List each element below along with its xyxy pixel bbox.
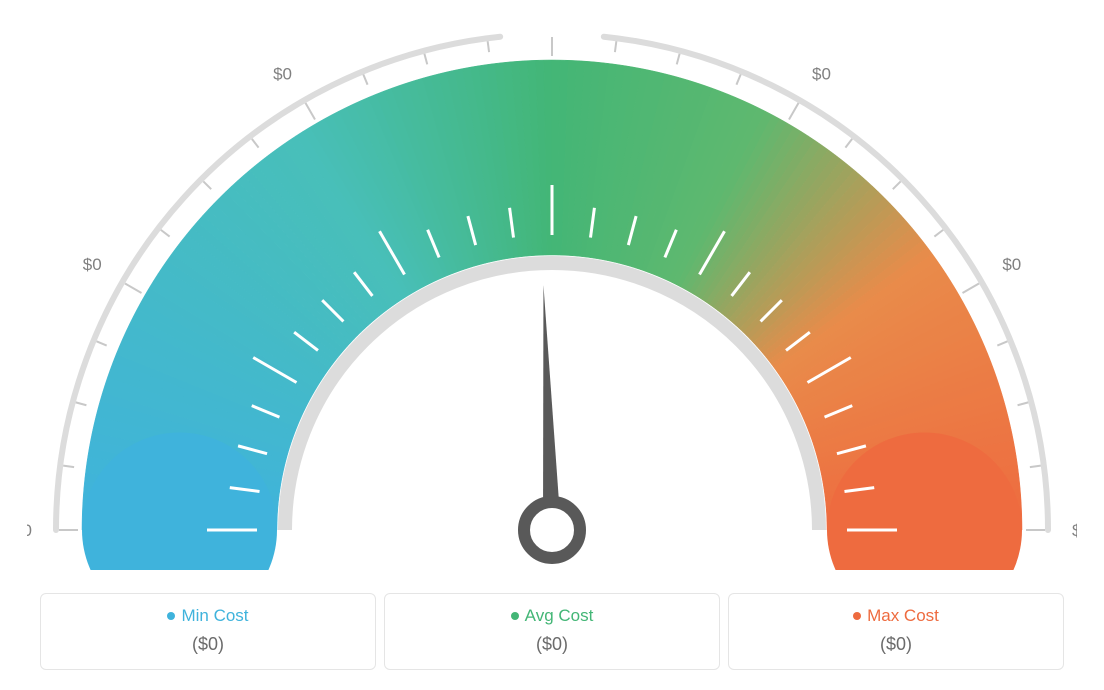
legend-label-min: Min Cost [181,606,248,626]
legend-label-row: Min Cost [57,606,359,626]
legend-dot-avg [511,612,519,620]
gauge-tick-label: $0 [27,521,32,540]
legend-card-min: Min Cost ($0) [40,593,376,670]
gauge-tick-label: $0 [273,65,292,84]
legend-label-row: Max Cost [745,606,1047,626]
legend-dot-max [853,612,861,620]
legend-label-max: Max Cost [867,606,939,626]
legend-value-avg: ($0) [401,634,703,655]
legend-dot-min [167,612,175,620]
gauge-chart: $0$0$0$0$0$0$0 [27,10,1077,550]
gauge-tick-label: $0 [83,255,102,274]
gauge-tick-label: $0 [812,65,831,84]
gauge-tick-label: $0 [1072,521,1077,540]
legend-value-max: ($0) [745,634,1047,655]
legend-label-row: Avg Cost [401,606,703,626]
legend-value-min: ($0) [57,634,359,655]
legend-card-avg: Avg Cost ($0) [384,593,720,670]
gauge-svg: $0$0$0$0$0$0$0 [27,10,1077,570]
legend-row: Min Cost ($0) Avg Cost ($0) Max Cost ($0… [40,593,1064,670]
gauge-tick-label: $0 [1002,255,1021,274]
legend-label-avg: Avg Cost [525,606,594,626]
legend-card-max: Max Cost ($0) [728,593,1064,670]
